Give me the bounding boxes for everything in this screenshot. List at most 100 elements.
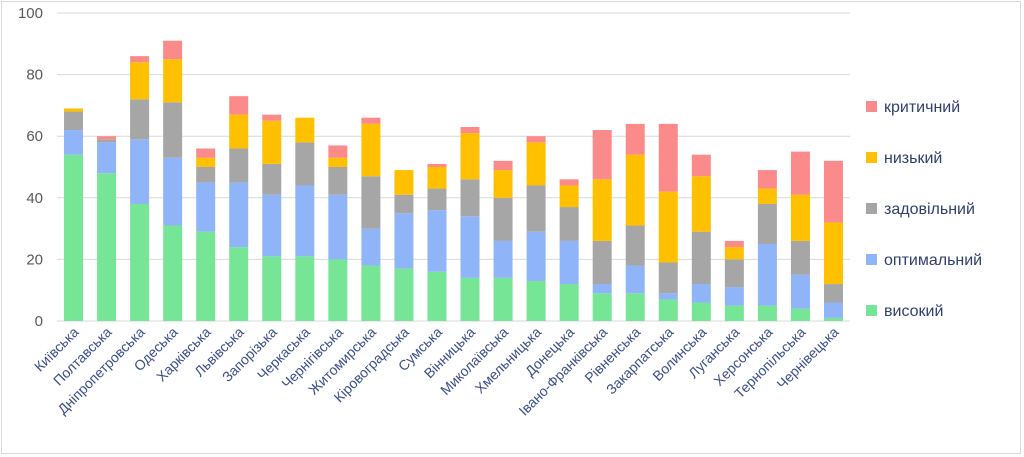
y-tick-label: 0 bbox=[35, 313, 43, 330]
bar-segment bbox=[823, 317, 843, 321]
bar-segment bbox=[592, 130, 612, 180]
bar-segment bbox=[526, 280, 546, 321]
y-tick-label: 20 bbox=[26, 251, 43, 268]
bar-segment bbox=[295, 117, 315, 143]
bar-segment bbox=[229, 96, 249, 115]
bar-segment bbox=[559, 240, 579, 285]
bar-segment bbox=[427, 188, 447, 211]
bar-segment bbox=[724, 305, 744, 321]
legend-swatch bbox=[866, 152, 877, 163]
bar-segment bbox=[493, 277, 513, 321]
legend: критичний низький задовільний оптимальний ви… bbox=[866, 99, 982, 320]
bar-segment bbox=[823, 160, 843, 223]
bar-segment bbox=[97, 173, 117, 321]
bar-segment bbox=[295, 256, 315, 321]
bar-segment bbox=[757, 305, 777, 321]
bar-segment bbox=[625, 123, 645, 155]
bar-segment bbox=[757, 244, 777, 306]
bar-segment bbox=[97, 136, 117, 140]
bar-segment bbox=[592, 179, 612, 241]
bar-segment bbox=[823, 302, 843, 318]
bar-segment bbox=[757, 170, 777, 189]
bar-segment bbox=[361, 176, 381, 229]
bar-segment bbox=[328, 157, 348, 167]
legend-label: критичний bbox=[884, 99, 960, 116]
bar-segment bbox=[691, 231, 711, 285]
bar-segment bbox=[592, 284, 612, 294]
y-tick-label: 40 bbox=[26, 190, 43, 207]
y-tick-label: 80 bbox=[26, 67, 43, 84]
bar-segment bbox=[196, 182, 216, 232]
bar-segment bbox=[262, 120, 282, 164]
bar-segment bbox=[757, 203, 777, 244]
bar-segment bbox=[691, 154, 711, 177]
bar-segment bbox=[262, 114, 282, 121]
bar-segment bbox=[427, 271, 447, 321]
y-tick-label: 60 bbox=[26, 128, 43, 145]
bar-segment bbox=[691, 176, 711, 232]
bar-segment bbox=[658, 262, 678, 294]
bar-segment bbox=[658, 191, 678, 263]
bar-segment bbox=[460, 126, 480, 134]
bar-segment bbox=[625, 293, 645, 321]
y-tick-label: 100 bbox=[18, 5, 43, 22]
legend-swatch bbox=[866, 101, 877, 112]
bar-segment bbox=[790, 274, 810, 309]
legend-label: задовільний bbox=[884, 201, 975, 218]
bar-segment bbox=[130, 62, 150, 100]
x-axis: КиївськаПолтавськаДніпропетровськаОдеськ… bbox=[31, 324, 842, 419]
bar-segment bbox=[625, 265, 645, 294]
bar-segment bbox=[790, 151, 810, 195]
bar-segment bbox=[559, 207, 579, 241]
bar-segment bbox=[262, 163, 282, 195]
bar-segment bbox=[163, 40, 183, 60]
bar-segment bbox=[427, 167, 447, 189]
bar-segment bbox=[262, 194, 282, 257]
bar-segment bbox=[394, 268, 414, 321]
bar-segment bbox=[394, 194, 414, 214]
bar-segment bbox=[229, 247, 249, 321]
bar-segment bbox=[64, 154, 84, 321]
bar-segment bbox=[592, 240, 612, 285]
bar-segment bbox=[229, 148, 249, 183]
bar-segment bbox=[229, 114, 249, 149]
bar-segment bbox=[691, 302, 711, 321]
bar-segment bbox=[460, 179, 480, 217]
bar-segment bbox=[823, 222, 843, 285]
bar-segment bbox=[559, 185, 579, 208]
bar-segment bbox=[196, 167, 216, 183]
bars bbox=[64, 40, 843, 321]
bar-segment bbox=[658, 293, 678, 300]
bar-segment bbox=[328, 259, 348, 321]
bar-segment bbox=[691, 284, 711, 303]
bar-segment bbox=[526, 185, 546, 232]
bar-segment bbox=[625, 154, 645, 226]
bar-segment bbox=[394, 170, 414, 195]
bar-segment bbox=[790, 308, 810, 321]
bar-segment bbox=[724, 247, 744, 260]
legend-label: високий bbox=[884, 303, 943, 320]
legend-swatch bbox=[866, 305, 877, 316]
y-axis: 0 20 40 60 80 100 bbox=[18, 5, 43, 330]
bar-segment bbox=[394, 213, 414, 269]
bar-segment bbox=[328, 145, 348, 158]
bar-segment bbox=[526, 231, 546, 281]
bar-segment bbox=[625, 225, 645, 266]
bar-segment bbox=[427, 210, 447, 272]
bar-segment bbox=[130, 56, 150, 63]
bar-segment bbox=[658, 123, 678, 192]
legend-swatch bbox=[866, 203, 877, 214]
bar-segment bbox=[790, 194, 810, 241]
bar-segment bbox=[724, 240, 744, 248]
bar-segment bbox=[163, 102, 183, 158]
bar-segment bbox=[64, 108, 84, 112]
bar-segment bbox=[559, 284, 579, 321]
bar-segment bbox=[64, 130, 84, 155]
bar-segment bbox=[757, 188, 777, 204]
gridlines bbox=[57, 12, 850, 322]
bar-segment bbox=[592, 293, 612, 321]
legend-label: оптимальний bbox=[884, 252, 982, 269]
bar-segment bbox=[790, 240, 810, 275]
bar-segment bbox=[295, 142, 315, 186]
